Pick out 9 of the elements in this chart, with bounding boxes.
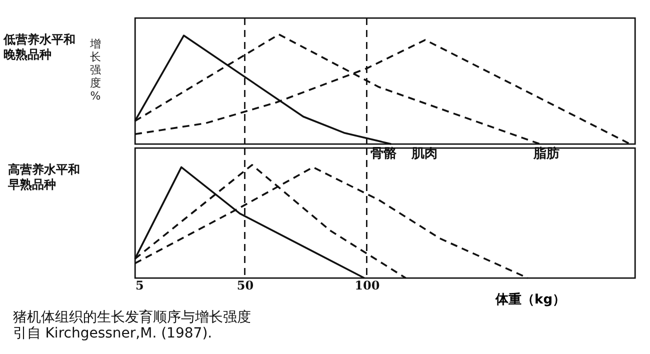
x-tick-label: 50 xyxy=(236,278,254,292)
text: 低营养水平和晚熟品种 xyxy=(2,32,76,62)
x-tick-label: 5 xyxy=(136,278,144,292)
x-axis-title: 体重（kg） xyxy=(494,292,566,308)
text: 猪机体组织的生长发育顺序与增长强度 xyxy=(12,308,251,326)
chart-title: 高营养水平和早熟品种 xyxy=(7,162,80,192)
text: 引自 Kirchgessner,M. (1987). xyxy=(12,326,212,342)
x-tick-label: 100 xyxy=(354,278,380,292)
y-axis-title: 增长强度% xyxy=(89,38,101,102)
